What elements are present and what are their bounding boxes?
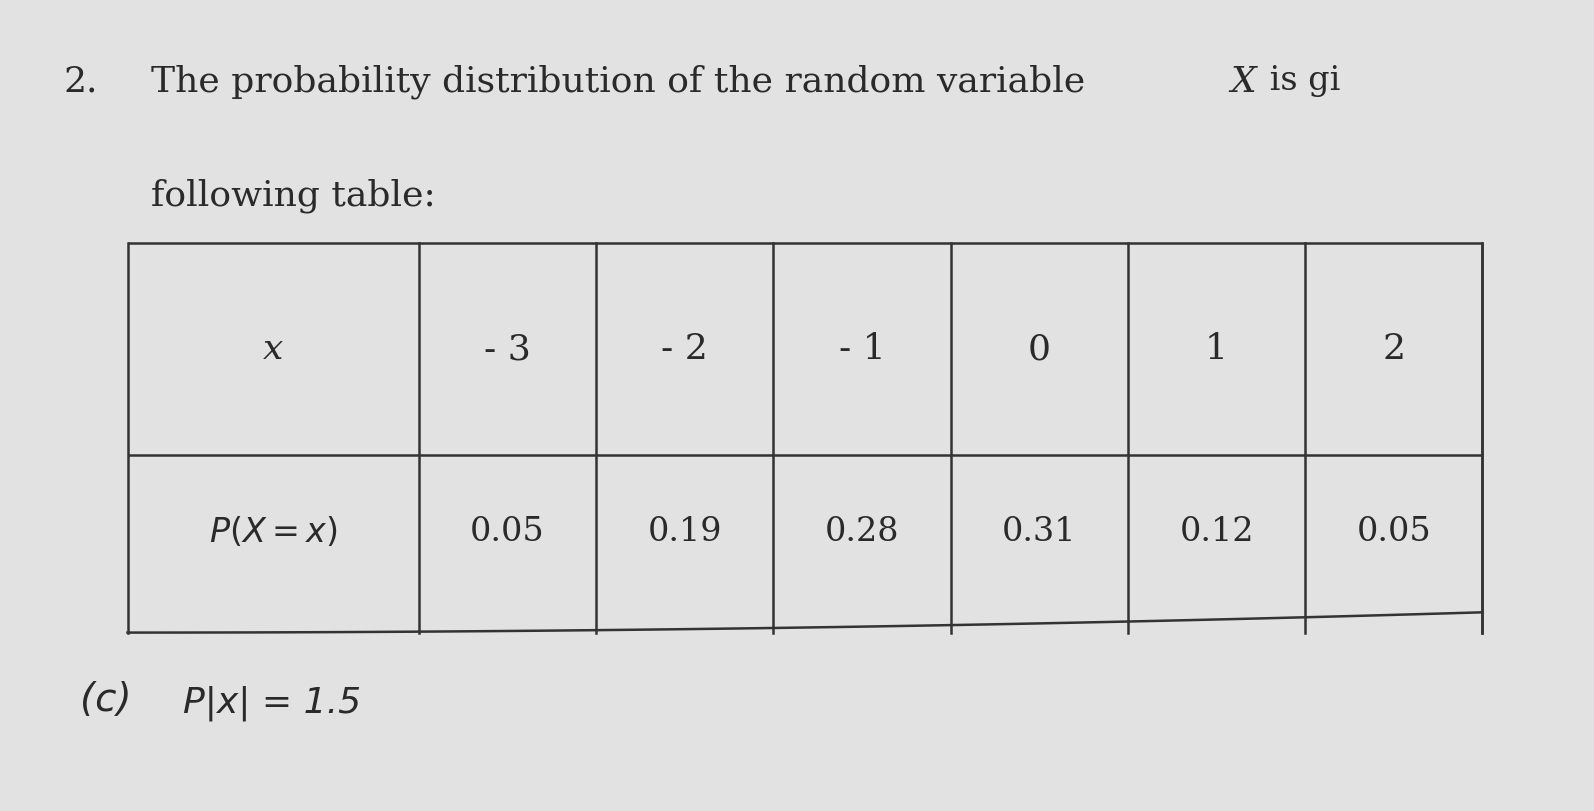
Text: following table:: following table:: [151, 178, 437, 213]
Text: X: X: [1231, 65, 1256, 99]
Text: - 1: - 1: [838, 333, 885, 367]
Text: 2.: 2.: [64, 65, 99, 99]
Text: 0: 0: [1028, 333, 1050, 367]
Text: 0.05: 0.05: [470, 516, 545, 548]
Text: 0.05: 0.05: [1356, 516, 1431, 548]
Text: (c): (c): [80, 681, 131, 719]
Text: $P(X=x)$: $P(X=x)$: [209, 515, 338, 549]
Text: 0.28: 0.28: [824, 516, 899, 548]
Text: - 2: - 2: [662, 333, 708, 367]
Text: is gi: is gi: [1259, 65, 1341, 97]
Text: The probability distribution of the random variable: The probability distribution of the rand…: [151, 65, 1097, 100]
Text: 0.31: 0.31: [1003, 516, 1076, 548]
Text: x: x: [263, 333, 284, 367]
Text: 0.19: 0.19: [647, 516, 722, 548]
Text: 2: 2: [1382, 333, 1406, 367]
Text: 0.12: 0.12: [1180, 516, 1254, 548]
Text: P|x| = 1.5: P|x| = 1.5: [183, 685, 362, 721]
Text: 1: 1: [1205, 333, 1227, 367]
Text: - 3: - 3: [485, 333, 531, 367]
